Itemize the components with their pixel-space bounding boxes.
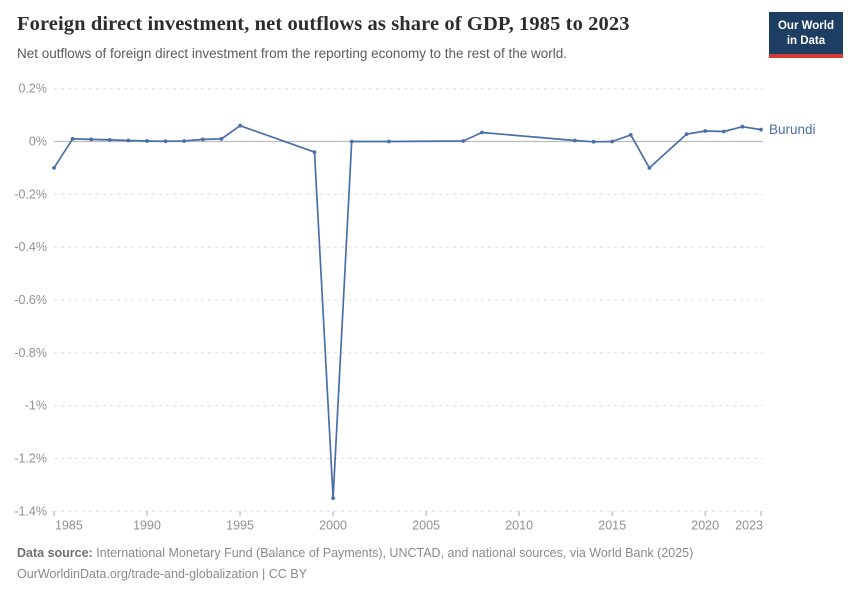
data-line: [53, 124, 762, 499]
data-point: [684, 132, 689, 137]
owid-logo: Our World in Data: [768, 12, 843, 58]
y-tick-label: 0.2%: [19, 82, 48, 96]
y-tick-label: -0.2%: [14, 187, 47, 201]
data-point: [573, 138, 577, 143]
page-title: Foreign direct investment, net outflows …: [17, 13, 630, 35]
data-point: [703, 129, 708, 133]
x-tick-label: 2000: [319, 518, 347, 532]
data-point: [312, 150, 317, 155]
series-label: Burundi: [769, 122, 816, 137]
data-point: [89, 137, 94, 142]
data-point: [182, 139, 187, 143]
x-tick-label: 1985: [55, 518, 83, 532]
data-point: [200, 137, 205, 142]
data-point: [349, 139, 354, 144]
data-point: [70, 137, 75, 141]
data-source-label: Data source:: [17, 546, 93, 560]
data-point: [145, 139, 149, 143]
data-point: [647, 166, 652, 170]
data-point: [331, 496, 335, 500]
data-point: [721, 129, 726, 134]
x-tick-label: 2020: [691, 518, 719, 532]
data-source-line: Data source: International Monetary Fund…: [17, 543, 833, 564]
data-point: [238, 123, 243, 128]
y-tick-label: -1.4%: [14, 504, 47, 518]
x-tick-label: 2005: [412, 518, 440, 532]
data-point: [610, 139, 615, 144]
owid-logo-line1: Our World: [777, 20, 834, 32]
data-point: [628, 133, 633, 137]
data-point: [461, 139, 466, 143]
y-tick-label: -0.8%: [14, 346, 47, 360]
data-point: [387, 139, 391, 144]
y-tick-label: -1.2%: [14, 451, 47, 465]
data-point: [591, 139, 596, 144]
data-point: [219, 137, 224, 141]
license-line: OurWorldinData.org/trade-and-globalizati…: [17, 567, 307, 582]
data-source-text: International Monetary Fund (Balance of …: [96, 546, 694, 560]
data-point: [163, 139, 168, 144]
owid-logo-line2: in Data: [786, 34, 826, 47]
data-point: [52, 166, 56, 170]
data-point: [759, 127, 763, 132]
y-tick-label: -1%: [25, 399, 47, 413]
data-point: [107, 138, 112, 142]
data-point: [126, 138, 131, 143]
x-tick-label: 2015: [598, 518, 626, 532]
y-tick-label: -0.6%: [14, 293, 47, 307]
y-tick-label: -0.4%: [14, 240, 47, 254]
x-tick-label: 2023: [735, 518, 763, 532]
x-tick-label: 1990: [133, 518, 161, 532]
data-point: [480, 130, 484, 135]
chart-subtitle: Net outflows of foreign direct investmen…: [17, 46, 568, 61]
chart-footer: Data source: International Monetary Fund…: [17, 543, 833, 586]
y-tick-label: 0%: [29, 135, 47, 149]
x-tick-label: 1995: [226, 518, 254, 532]
data-point: [740, 124, 745, 129]
x-tick-label: 2010: [505, 518, 533, 532]
